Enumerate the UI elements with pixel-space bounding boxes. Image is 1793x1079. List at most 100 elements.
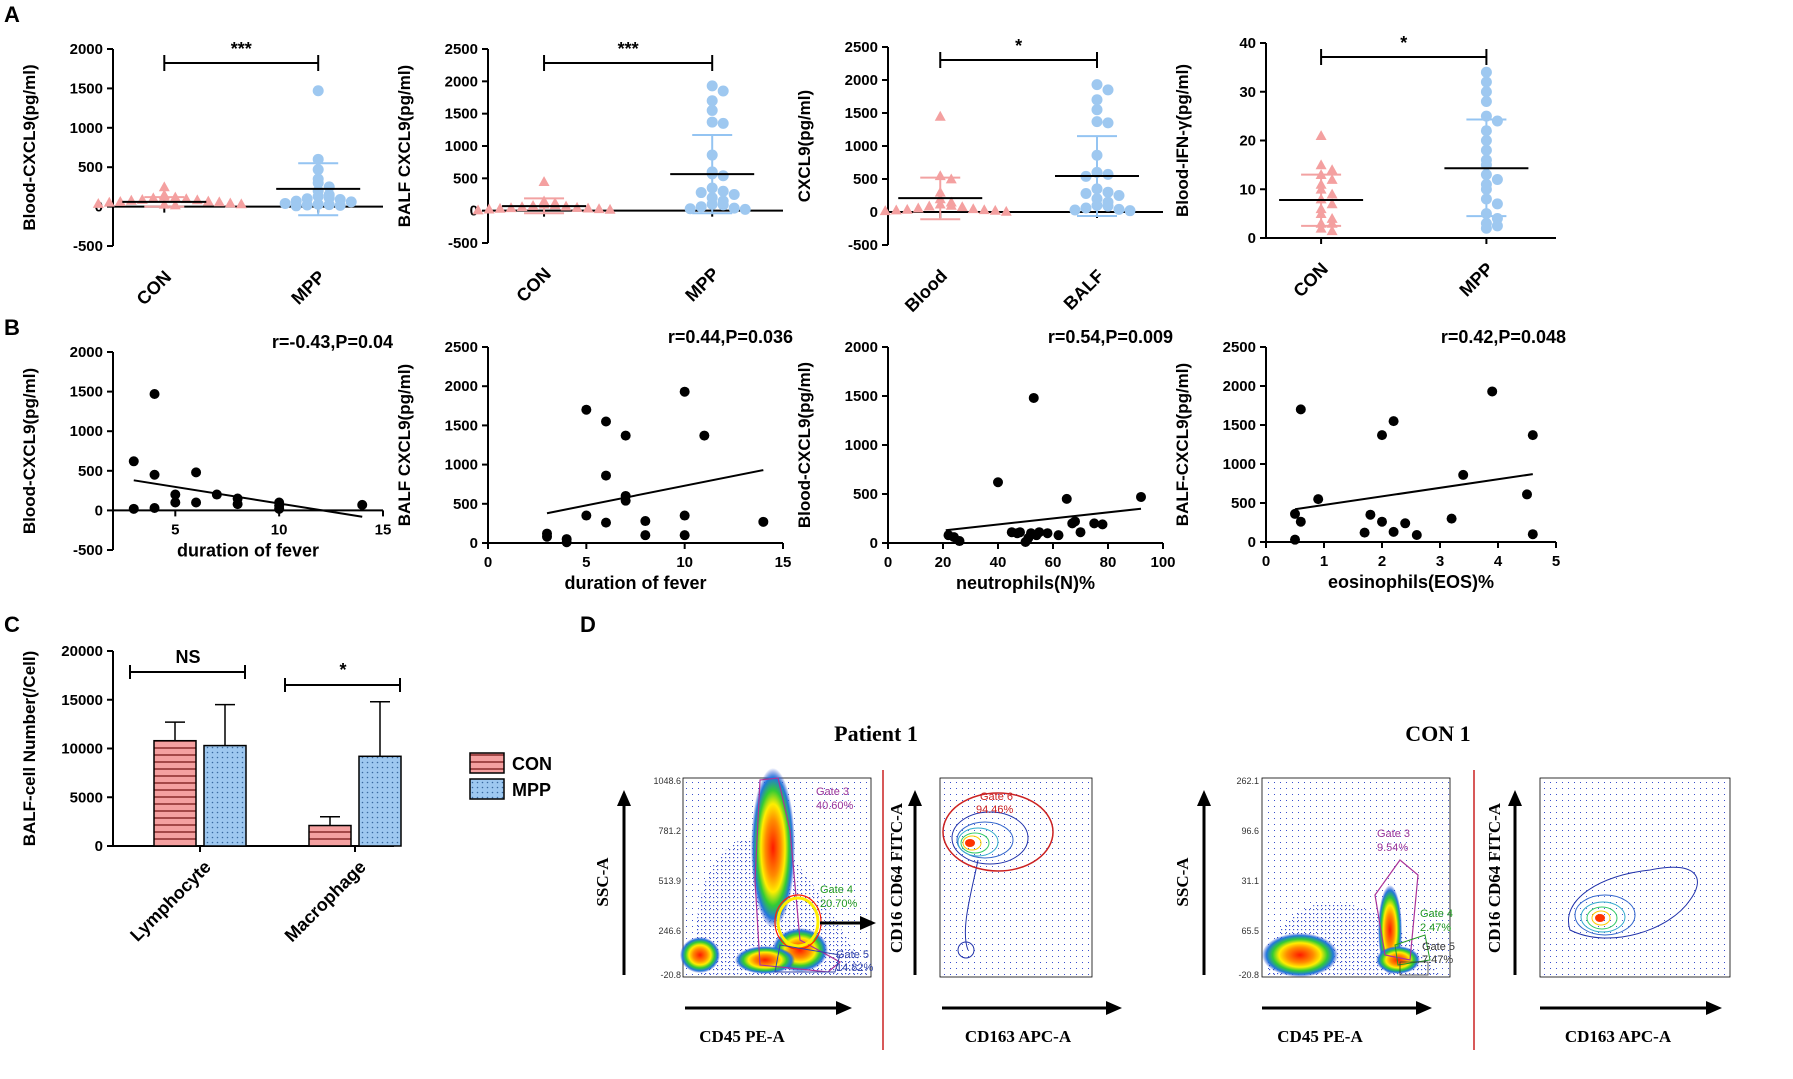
data-point: [1113, 203, 1125, 215]
y-tick-label: 1000: [1223, 456, 1256, 473]
data-point: [1377, 516, 1387, 527]
data-point: [1295, 404, 1306, 415]
data-point: [1365, 509, 1376, 520]
data-point: [1315, 183, 1327, 194]
data-point: [1102, 84, 1114, 96]
panel-label-a: A: [4, 2, 20, 27]
c-ytick: 262.1: [1236, 776, 1259, 786]
data-point: [1015, 527, 1025, 538]
panel-label-b: B: [4, 315, 20, 340]
significance-label: ***: [231, 39, 252, 59]
data-point: [739, 203, 751, 215]
p-gate6-label: Gate 6: [980, 791, 1013, 803]
data-point: [954, 536, 965, 547]
data-point: [549, 199, 561, 210]
data-point: [1400, 518, 1411, 529]
p-cd163-label: CD163 APC-A: [965, 1027, 1072, 1046]
c-gate4-value: 2.47%: [1420, 922, 1451, 934]
data-point: [128, 456, 139, 467]
y-tick-label: -500: [73, 238, 103, 255]
panel-label-d: D: [580, 612, 596, 637]
c-gate5-label: Gate 5: [1422, 941, 1455, 953]
data-point: [1480, 208, 1492, 220]
y-tick-label: 40: [1239, 35, 1256, 52]
p-ssc-label: SSC-A: [593, 857, 612, 907]
bar: [153, 739, 197, 847]
x-category-label: BALF: [1060, 266, 1108, 314]
data-point: [695, 187, 707, 199]
x-tick-label: 1: [1320, 553, 1328, 570]
y-axis-label: BALF-CXCL9(pg/ml): [1173, 363, 1192, 526]
x-tick-label: 60: [1045, 554, 1062, 571]
y-tick-label: 1500: [1223, 417, 1256, 434]
data-point: [149, 503, 160, 514]
significance-label: *: [1015, 36, 1022, 56]
data-point: [1315, 130, 1327, 141]
data-point: [679, 510, 690, 521]
data-point: [1480, 96, 1492, 107]
data-point: [934, 186, 946, 197]
data-point: [1326, 174, 1338, 184]
data-point: [345, 196, 357, 208]
data-point: [274, 503, 285, 514]
p-gate5-label: Gate 5: [836, 949, 869, 961]
x-category-label: CON: [512, 264, 554, 306]
bar: [308, 824, 352, 847]
p-gate5-value: 14.82%: [836, 962, 874, 974]
y-tick-label: 2000: [445, 73, 478, 90]
con-title: CON 1: [1405, 721, 1470, 746]
data-point: [202, 195, 214, 206]
data-point: [1113, 190, 1125, 201]
correlation-annotation: r=0.54,P=0.009: [1048, 327, 1173, 347]
x-category-label: MPP: [287, 267, 329, 309]
data-point: [1480, 222, 1492, 234]
data-point: [1000, 205, 1012, 216]
data-point: [1091, 183, 1103, 195]
x-tick-label: 15: [375, 521, 392, 538]
data-point: [235, 198, 247, 209]
y-axis-label: Blood-CXCL9(pg/ml): [795, 362, 814, 528]
x-category-label: MPP: [681, 264, 723, 306]
legend-label-mpp: MPP: [512, 780, 551, 800]
x-tick-label: 0: [884, 554, 892, 571]
y-tick-label: 2000: [70, 344, 103, 361]
data-point: [92, 197, 104, 208]
data-point: [312, 85, 324, 97]
data-point: [706, 104, 718, 116]
y-tick-label: 10: [1239, 181, 1256, 198]
data-point: [1091, 116, 1103, 128]
data-point: [213, 196, 225, 207]
data-point: [1491, 174, 1503, 185]
data-point: [114, 195, 126, 206]
legend-swatch-con: [469, 752, 505, 774]
data-point: [1480, 86, 1492, 98]
p-gate3-value: 40.60%: [816, 800, 854, 812]
data-point: [472, 204, 484, 215]
data-point: [706, 182, 718, 194]
data-point: [717, 117, 729, 129]
y-tick-label: 1500: [845, 388, 878, 405]
data-point: [1480, 193, 1492, 205]
x-tick-label: 0: [484, 554, 492, 571]
data-point: [1326, 164, 1338, 175]
data-point: [1042, 528, 1053, 539]
correlation-annotation: r=-0.43,P=0.04: [272, 332, 393, 352]
data-point: [706, 198, 718, 210]
data-point: [679, 530, 690, 541]
data-point: [224, 197, 236, 208]
data-point: [170, 497, 181, 508]
x-tick-label: 20: [935, 554, 952, 571]
data-point: [1480, 76, 1492, 88]
data-point: [1313, 494, 1324, 505]
data-point: [890, 204, 902, 215]
data-point: [1491, 220, 1503, 232]
y-tick-label: 0: [1248, 230, 1256, 247]
correlation-annotation: r=0.42,P=0.048: [1441, 327, 1566, 347]
data-point: [706, 149, 718, 161]
data-point: [1028, 392, 1039, 403]
x-tick-label: 0: [1262, 553, 1270, 570]
x-tick-label: 10: [271, 521, 288, 538]
y-tick-label: -500: [448, 235, 478, 252]
p-ytick: 781.2: [658, 826, 681, 836]
data-point: [170, 489, 181, 500]
